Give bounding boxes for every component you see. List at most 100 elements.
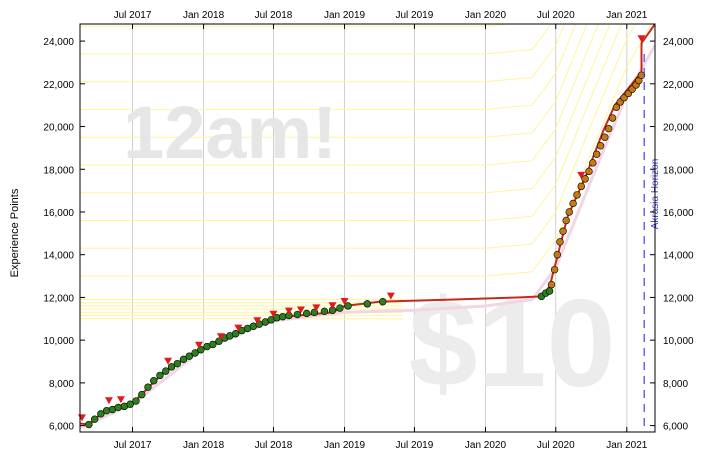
datapoint-layer [85,71,646,429]
derail-marker [194,341,203,349]
y-tick-label-right: 8,000 [663,379,688,390]
derail-marker [164,357,173,365]
datapoint [85,420,93,429]
y-tick-label-right: 18,000 [663,165,694,176]
akrasia-horizon-label: Akrasia Horizon [650,159,661,230]
x-tick-label-bottom: Jul 2020 [537,440,575,451]
datapoint [209,340,217,349]
datapoint [573,191,581,199]
datapoint [150,377,158,385]
y-tick-label-right: 6,000 [663,422,688,433]
guideline [80,24,552,55]
datapoint [231,330,240,338]
x-tick-label-bottom: Jul 2019 [396,440,434,451]
datapoint [114,403,122,412]
guideline [80,24,588,138]
datapoint [559,227,567,235]
y-tick-label-left: 18,000 [43,165,74,176]
derail-marker [234,324,243,332]
datapoint [581,175,589,183]
derail-marker [386,292,395,300]
datapoint [604,124,613,133]
datapoint [336,304,344,312]
derail-marker [284,307,293,315]
datapoint [344,302,352,310]
watermark-bottom: $10 [409,275,616,413]
y-tick-label-left: 22,000 [43,80,74,91]
y-tick-label-right: 12,000 [663,293,694,304]
y-tick-label-left: 16,000 [43,208,74,219]
guideline-layer [80,24,652,320]
derail-marker [216,333,225,341]
watermark-top: 12am! [123,91,337,174]
x-tick-label-top: Jan 2021 [606,10,648,21]
datapoint [379,297,387,306]
datapoint [97,410,105,418]
y-tick-label-right: 10,000 [663,336,694,347]
derail-marker-layer [77,35,646,422]
y-tick-label-left: 24,000 [43,37,74,48]
x-tick-label-top: Jul 2020 [537,10,575,21]
datapoint [547,280,556,289]
datapoint [179,355,188,364]
y-axis-title: Experience Points [9,188,21,277]
datapoint [585,167,593,176]
datapoint [156,371,164,380]
x-tick-label-bottom: Jan 2021 [606,440,648,451]
guideline [80,24,515,27]
datapoint [556,238,564,246]
y-tick-label-left: 20,000 [43,123,74,134]
guideline [80,24,577,110]
guideline [80,24,623,221]
plot-frame [79,23,656,433]
y-tick-label-right: 24,000 [663,37,694,48]
datapoint [592,150,601,159]
x-tick-label-bottom: Jan 2020 [465,440,507,451]
x-tick-label-bottom: Jan 2019 [324,440,366,451]
x-tick-label-top: Jul 2019 [396,10,434,21]
datapoint [565,208,573,216]
x-tick-label-top: Jan 2020 [465,10,507,21]
datapoint [293,310,302,319]
datapoint [569,199,577,208]
datapoint [596,142,605,150]
x-tick-label-bottom: Jul 2018 [255,440,293,451]
derail-marker [77,414,86,422]
datapoint [90,415,99,423]
guideline [80,24,611,194]
y-tick-label-left: 12,000 [43,293,74,304]
y-tick-label-left: 8,000 [49,379,74,390]
guideline [80,24,599,166]
derail-marker [637,35,646,43]
datapoint [577,182,585,191]
y-tick-label-right: 14,000 [663,251,694,262]
derail-marker [312,304,321,312]
datapoint [608,114,617,122]
datapoint [185,352,193,360]
datapoint [589,159,597,167]
datapoint [132,397,140,405]
datapoint [637,71,646,79]
x-tick-label-top: Jan 2019 [324,10,366,21]
x-tick-label-bottom: Jul 2017 [114,440,152,451]
guideline [80,24,636,249]
datapoint [302,309,311,318]
horizon-layer: Akrasia Horizon [643,54,661,432]
y-tick-label-left: 6,000 [49,422,74,433]
datapoint [562,216,570,225]
guideline [80,24,566,83]
derail-marker [577,171,586,179]
datapoint [138,390,146,399]
x-tick-label-top: Jul 2017 [114,10,152,21]
y-tick-label-right: 22,000 [663,80,694,91]
watermark-layer: 12am! $10 [123,91,615,413]
axis-layer: Experience Points Jul 2017 Jul 2017 Jan 20… [9,10,694,451]
datapoint [601,133,609,141]
y-tick-label-right: 16,000 [663,208,694,219]
y-tick-label-left: 10,000 [43,336,74,347]
derail-marker [269,310,278,318]
derail-marker [340,297,349,305]
derail-marker [328,302,337,310]
datapoint [550,265,559,274]
